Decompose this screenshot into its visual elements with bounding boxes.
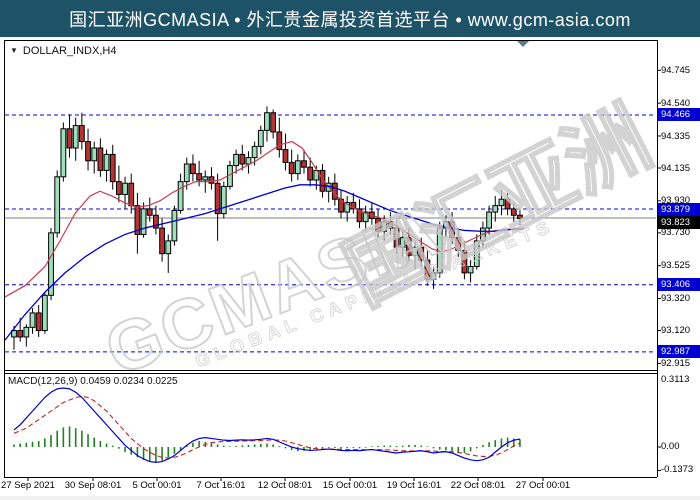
price-level-label: 94.466 — [658, 108, 700, 121]
ma-slow-line — [4, 184, 525, 341]
time-axis-label: 5 Oct 00:01 — [132, 480, 182, 491]
price-axis-tick: 94.540 — [661, 98, 691, 109]
price-axis-tick: 93.525 — [661, 260, 691, 271]
macd-signal-line — [13, 395, 521, 459]
price-axis-tick: 93.930 — [661, 195, 691, 206]
symbol-label[interactable]: ▼ DOLLAR_INDX,H4 — [10, 45, 116, 57]
price-axis-tick: 94.335 — [661, 131, 691, 142]
time-axis-label: 12 Oct 08:01 — [257, 480, 313, 491]
time-axis-label: 22 Oct 08:01 — [450, 480, 506, 491]
time-axis-label: 27 Oct 00:01 — [515, 480, 571, 491]
time-axis-label: 30 Sep 08:01 — [64, 480, 122, 491]
ma-fast-line — [4, 140, 525, 298]
promo-banner: 国汇亚洲GCMASIA • 外汇贵金属投资首选平台 • www.gcm-asia… — [0, 0, 700, 37]
symbol-dropdown-icon[interactable]: ▼ — [10, 46, 18, 55]
axis-ticks — [27, 69, 661, 481]
candle-series — [11, 106, 523, 350]
price-level-label: 93.406 — [658, 278, 700, 291]
chart-shift-triangle-icon[interactable] — [517, 41, 529, 47]
time-axis-label: 7 Oct 16:01 — [196, 480, 246, 491]
macd-main-line — [13, 387, 521, 463]
price-level-label: 93.879 — [658, 203, 700, 216]
macd-axis-label: 0.00 — [661, 441, 680, 452]
price-axis-tick: 93.120 — [661, 325, 691, 336]
macd-indicator-label: MACD(12,26,9) 0.0459 0.0234 0.0225 — [8, 376, 178, 387]
promo-banner-text: 国汇亚洲GCMASIA • 外汇贵金属投资首选平台 • www.gcm-asia… — [69, 9, 631, 30]
price-axis-tick: 93.730 — [661, 227, 691, 238]
price-axis-tick: 93.320 — [661, 293, 691, 304]
current-price-label: 93.823 — [658, 216, 700, 229]
price-axis-tick: 94.745 — [661, 65, 691, 76]
symbol-text: DOLLAR_INDX,H4 — [22, 45, 117, 57]
chart-frame — [4, 40, 658, 478]
bottom-strip — [0, 496, 700, 500]
time-axis-label: 27 Sep 2021 — [1, 480, 55, 491]
macd-axis-label: 0.3113 — [661, 374, 690, 385]
macd-axis-label: -0.1373 — [661, 464, 694, 475]
price-axis-tick: 92.915 — [661, 358, 691, 369]
price-axis-tick: 94.135 — [661, 163, 691, 174]
macd-histogram — [13, 426, 521, 463]
level-lines — [5, 114, 656, 353]
time-axis-label: 15 Oct 00:01 — [322, 480, 378, 491]
price-level-label: 92.987 — [658, 345, 700, 358]
time-axis-label: 19 Oct 16:01 — [386, 480, 442, 491]
